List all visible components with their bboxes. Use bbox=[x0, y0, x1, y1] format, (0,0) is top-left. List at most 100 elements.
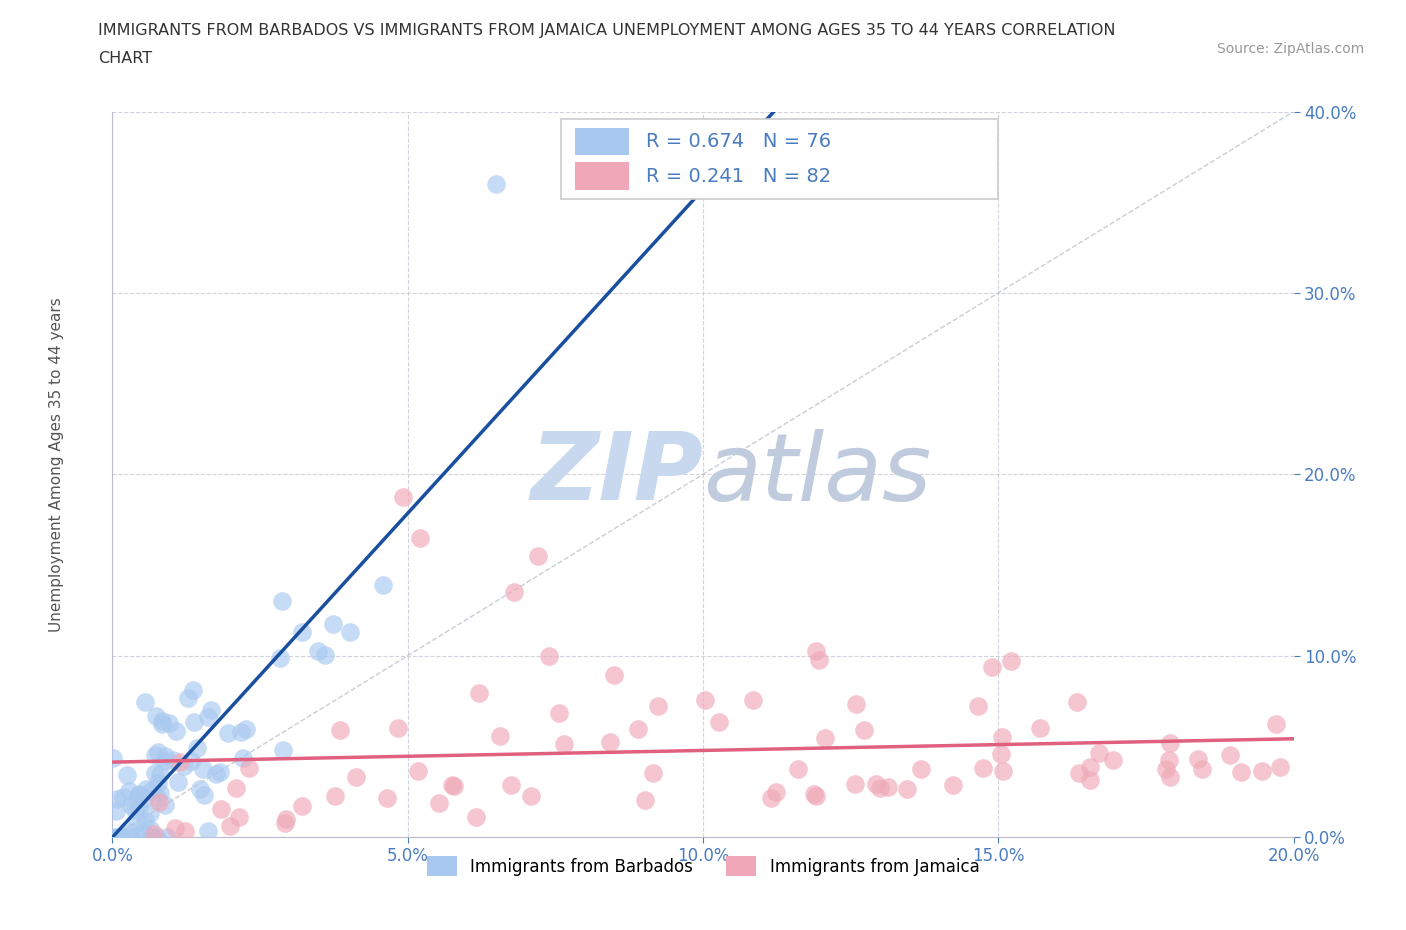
Point bbox=[339, 624, 361, 639]
Point bbox=[174, 824, 197, 839]
Point bbox=[853, 723, 876, 737]
Point bbox=[910, 762, 932, 777]
Point bbox=[808, 652, 831, 667]
Point bbox=[972, 761, 994, 776]
Point bbox=[1080, 773, 1102, 788]
Point bbox=[787, 762, 810, 777]
Point bbox=[217, 725, 239, 740]
Point bbox=[707, 715, 730, 730]
Point bbox=[169, 754, 191, 769]
Point bbox=[197, 824, 219, 839]
Point bbox=[149, 766, 172, 781]
Point bbox=[177, 690, 200, 705]
Point bbox=[329, 723, 352, 737]
Point bbox=[526, 549, 548, 564]
Point bbox=[990, 746, 1012, 761]
Point bbox=[443, 778, 465, 793]
Point bbox=[141, 830, 163, 844]
Point bbox=[1101, 753, 1123, 768]
Point bbox=[118, 830, 141, 844]
Point bbox=[322, 617, 344, 631]
Point bbox=[209, 801, 232, 816]
Point bbox=[991, 764, 1014, 778]
Point bbox=[145, 709, 167, 724]
Point bbox=[232, 751, 254, 765]
Point bbox=[125, 815, 148, 830]
Point bbox=[132, 825, 155, 840]
Point bbox=[845, 697, 868, 711]
Point bbox=[844, 777, 866, 791]
Point bbox=[1159, 769, 1181, 784]
Point bbox=[146, 776, 169, 790]
Point bbox=[991, 729, 1014, 744]
Point bbox=[942, 778, 965, 793]
Point bbox=[225, 780, 247, 795]
Point bbox=[603, 668, 626, 683]
Point bbox=[634, 792, 657, 807]
Point bbox=[896, 781, 918, 796]
Point bbox=[181, 683, 204, 698]
Point bbox=[105, 791, 128, 806]
Point bbox=[627, 722, 650, 737]
Point bbox=[314, 647, 336, 662]
Point bbox=[966, 699, 988, 714]
Point bbox=[205, 767, 228, 782]
Point bbox=[695, 693, 717, 708]
Point bbox=[1088, 746, 1111, 761]
Point bbox=[173, 759, 195, 774]
Point bbox=[166, 775, 188, 790]
Point bbox=[143, 747, 166, 762]
Point bbox=[128, 787, 150, 802]
Point bbox=[135, 781, 157, 796]
Point bbox=[124, 803, 146, 817]
Point bbox=[488, 728, 510, 743]
Point bbox=[387, 721, 409, 736]
Point bbox=[118, 783, 141, 798]
Point bbox=[647, 698, 669, 713]
Point bbox=[406, 764, 429, 778]
Point bbox=[150, 716, 173, 731]
Text: R = 0.241   N = 82: R = 0.241 N = 82 bbox=[647, 166, 831, 186]
Point bbox=[392, 490, 415, 505]
Point bbox=[128, 800, 150, 815]
Point bbox=[200, 702, 222, 717]
Point bbox=[1268, 759, 1291, 774]
Point bbox=[134, 790, 156, 805]
Point bbox=[641, 766, 664, 781]
Point bbox=[153, 749, 176, 764]
FancyBboxPatch shape bbox=[561, 119, 998, 199]
Point bbox=[1066, 695, 1088, 710]
Point bbox=[803, 787, 825, 802]
Text: ZIP: ZIP bbox=[530, 429, 703, 520]
Bar bbox=[575, 163, 628, 190]
Point bbox=[235, 722, 257, 737]
Point bbox=[107, 830, 129, 844]
Point bbox=[503, 585, 526, 600]
Point bbox=[1159, 736, 1181, 751]
Point bbox=[228, 810, 250, 825]
Point bbox=[149, 785, 172, 800]
Point bbox=[408, 530, 430, 545]
Point bbox=[553, 737, 575, 751]
Point bbox=[1191, 761, 1213, 776]
Point bbox=[1230, 765, 1253, 780]
Point bbox=[1265, 717, 1288, 732]
Point bbox=[548, 705, 571, 720]
Point bbox=[150, 713, 173, 728]
Point bbox=[231, 724, 253, 739]
Point bbox=[148, 745, 170, 760]
Point bbox=[153, 753, 176, 768]
Text: CHART: CHART bbox=[98, 51, 152, 66]
Point bbox=[105, 804, 128, 818]
Point bbox=[148, 795, 170, 810]
Point bbox=[193, 788, 215, 803]
Point bbox=[142, 830, 165, 844]
Point bbox=[464, 809, 486, 824]
Point bbox=[271, 743, 294, 758]
Point bbox=[274, 812, 297, 827]
Point bbox=[139, 821, 162, 836]
Point bbox=[804, 644, 827, 658]
Point bbox=[485, 177, 508, 192]
Point bbox=[307, 644, 329, 658]
Point bbox=[865, 777, 887, 791]
